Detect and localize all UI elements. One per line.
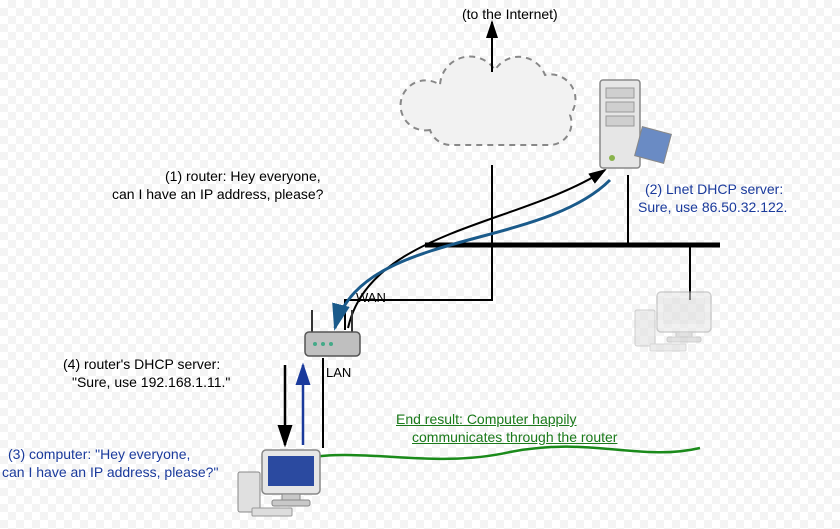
label-step3-line2: can I have an IP address, please?" xyxy=(2,463,218,481)
router-icon xyxy=(305,310,360,356)
label-wan: WAN xyxy=(356,290,386,307)
result-wave xyxy=(295,447,700,460)
label-result-text1: End result: Computer happily xyxy=(396,411,577,427)
label-result-line2: communicates through the router xyxy=(412,428,617,446)
diagram-canvas: (to the Internet) (1) router: Hey everyo… xyxy=(0,0,840,529)
label-result-line1: End result: Computer happily xyxy=(396,410,577,428)
label-result-text2: communicates through the router xyxy=(412,429,617,445)
label-step1-line2: can I have an IP address, please? xyxy=(112,185,323,203)
server-icon xyxy=(600,80,671,168)
label-step4-line2: "Sure, use 192.168.1.11." xyxy=(72,373,230,391)
label-step2-line2: Sure, use 86.50.32.122. xyxy=(638,198,787,216)
label-internet: (to the Internet) xyxy=(462,5,558,23)
label-step1-line1: (1) router: Hey everyone, xyxy=(165,167,321,185)
label-step2-line1: (2) Lnet DHCP server: xyxy=(645,180,783,198)
computer-user-icon xyxy=(238,450,320,516)
step1-arrow xyxy=(348,170,605,328)
label-step3-line1: (3) computer: "Hey everyone, xyxy=(8,445,190,463)
label-lan: LAN xyxy=(326,365,351,382)
cloud-icon xyxy=(401,57,576,145)
label-step4-line1: (4) router's DHCP server: xyxy=(63,355,220,373)
computer-other-icon xyxy=(635,292,711,351)
